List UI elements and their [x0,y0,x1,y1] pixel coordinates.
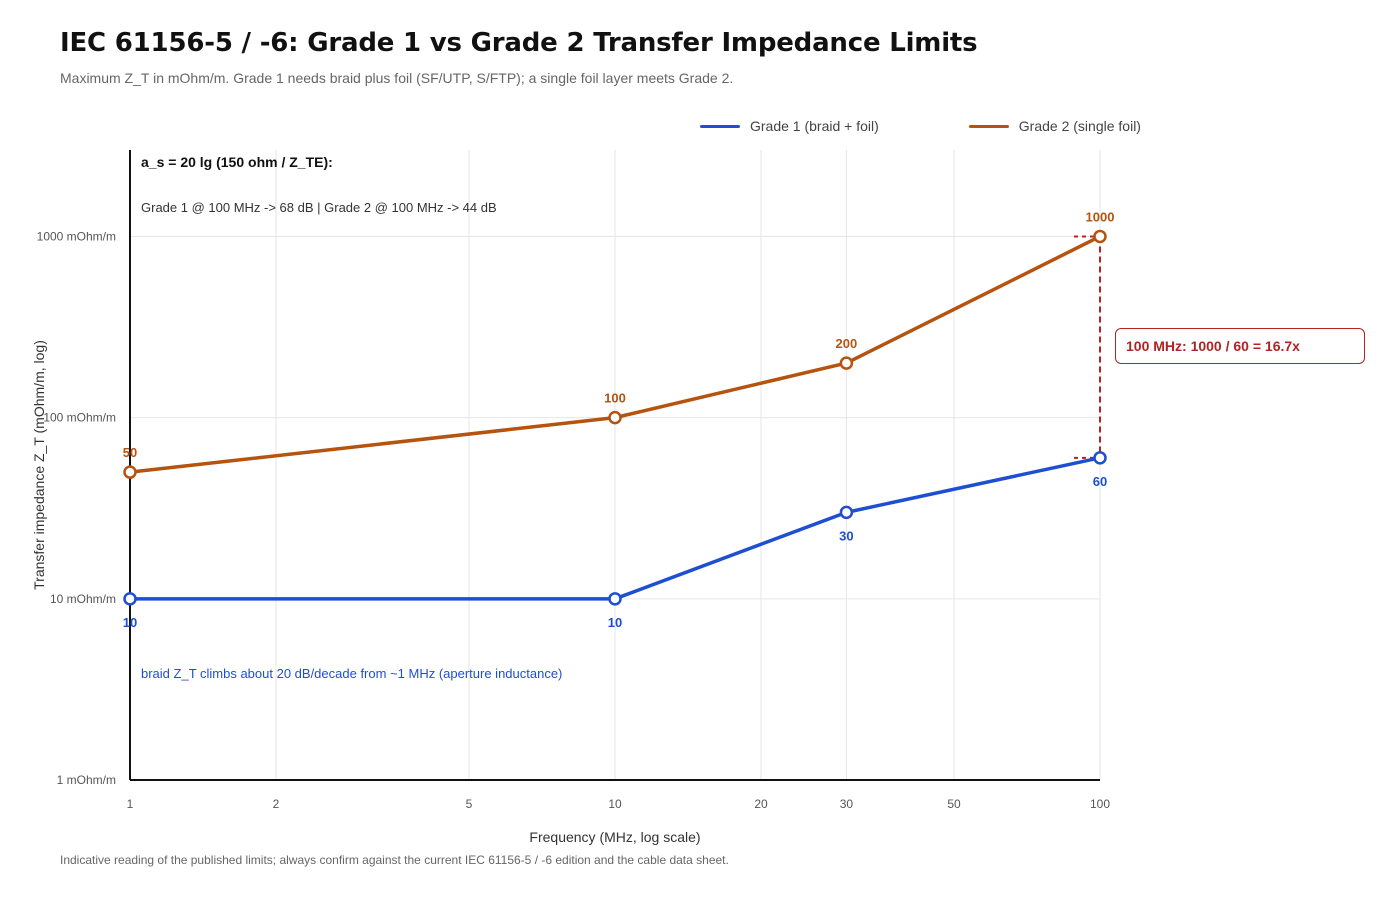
data-point-grade2 [608,410,622,425]
data-point-grade2 [839,356,854,370]
x-tick-label: 5 [466,797,473,811]
data-label-grade2: 100 [604,391,626,406]
x-tick-label: 2 [273,797,280,811]
ratio-marker [1074,235,1101,459]
x-tick-label: 20 [754,797,768,811]
data-label-grade2: 1000 [1086,209,1115,224]
data-point-grade1 [123,592,137,606]
x-tick-label: 10 [608,797,622,811]
legend-label-grade1: Grade 1 (braid + foil) [750,118,879,134]
legend-swatch-grade2 [968,124,1009,128]
data-point-grade1 [608,592,622,606]
axes: 1 2 5 10 20 30 50 100 1 mOhm/m 10 mOhm/m 100 mOhm/… [37,150,1110,811]
x-axis-label: Frequency (MHz, log scale) [529,829,700,845]
series-line-grade2 [129,234,1101,474]
footnote: Indicative reading of the published limi… [60,853,729,867]
ratio-annotation: 100 MHz: 1000 / 60 = 16.7x [1115,328,1365,364]
shielding-formula: a_s = 20 lg (150 ohm / Z_TE): [141,154,333,170]
data-point-grade2 [123,465,137,479]
data-point-grade2 [1093,229,1107,244]
data-label-grade1: 30 [839,528,853,543]
y-tick-label: 100 mOhm/m [43,411,116,425]
legend-item-grade2[interactable]: Grade 2 (single foil) [968,118,1141,134]
data-label-grade1: 60 [1093,474,1107,489]
data-label-grade1: 10 [608,615,622,630]
chart-title: IEC 61156-5 / -6: Grade 1 vs Grade 2 Tra… [60,28,978,58]
series-lines: 10 10 30 60 50 100 200 1000 [123,209,1115,629]
x-tick-label: 100 [1090,797,1110,811]
data-label-grade1: 10 [123,615,137,630]
x-tick-label: 1 [127,797,134,811]
series-line-grade1 [130,456,1101,601]
braid-note: braid Z_T climbs about 20 dB/decade from… [141,666,563,681]
shielding-values: Grade 1 @ 100 MHz -> 68 dB | Grade 2 @ 1… [141,200,497,215]
y-tick-label: 1 mOhm/m [57,773,116,787]
data-label-grade2: 200 [836,336,858,351]
data-label-grade2: 50 [123,445,137,460]
y-tick-label: 1000 mOhm/m [37,229,116,243]
x-tick-label: 50 [947,797,961,811]
y-tick-label: 10 mOhm/m [50,592,116,606]
y-axis-label: Transfer impedance Z_T (mOhm/m, log) [31,340,47,590]
grid-lines [130,150,1101,780]
legend-swatch-grade1 [700,124,740,128]
data-point-grade1 [839,505,854,520]
legend-label-grade2: Grade 2 (single foil) [1018,118,1141,134]
chart-subtitle: Maximum Z_T in mOhm/m. Grade 1 needs bra… [60,70,734,86]
x-tick-label: 30 [840,797,854,811]
legend-item-grade1[interactable]: Grade 1 (braid + foil) [700,118,879,134]
data-point-grade1 [1093,451,1107,465]
legend: Grade 1 (braid + foil) Grade 2 (single f… [700,118,1141,134]
